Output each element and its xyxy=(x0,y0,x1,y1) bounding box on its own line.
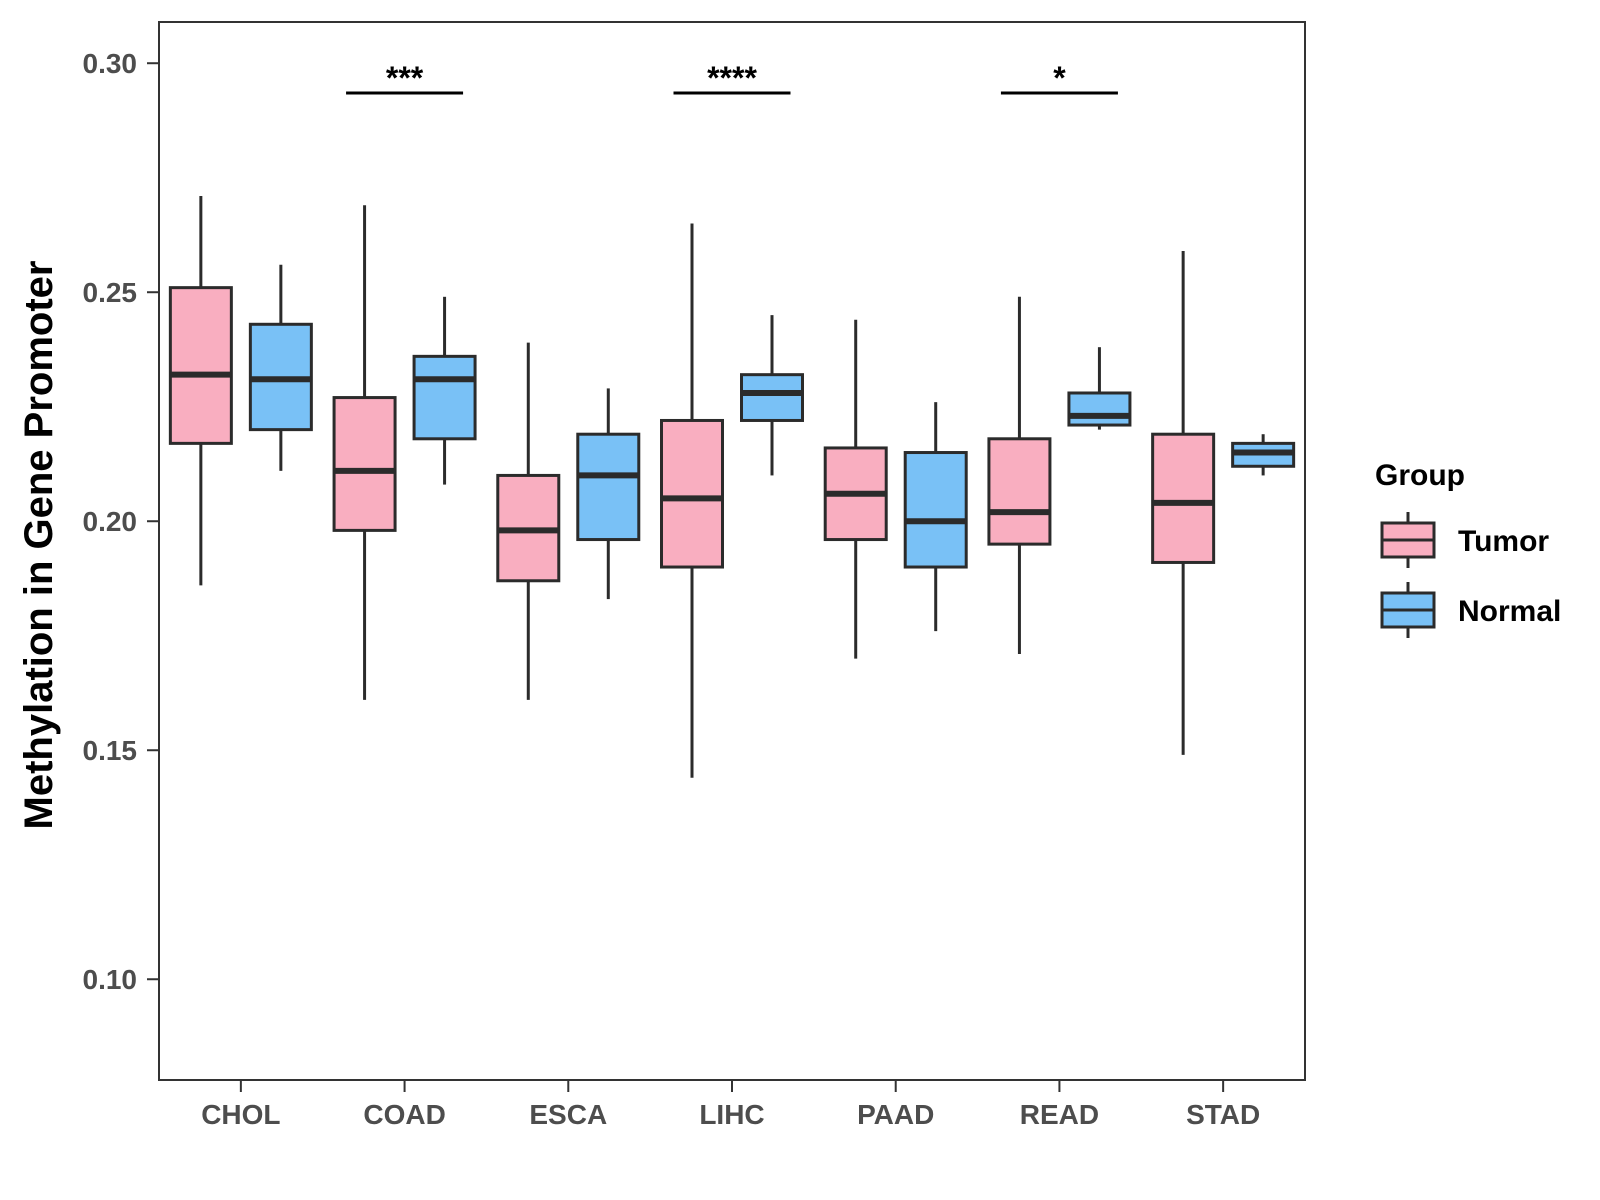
x-tick-label: LIHC xyxy=(699,1099,764,1130)
box-tumor-lihc xyxy=(660,223,724,778)
x-tick-label: ESCA xyxy=(529,1099,607,1130)
box-normal-lihc xyxy=(740,315,804,476)
box-tumor-read xyxy=(987,296,1052,655)
x-tick-label: STAD xyxy=(1186,1099,1260,1130)
box-iqr xyxy=(576,432,641,542)
x-tick-label: CHOL xyxy=(201,1099,280,1130)
y-tick-label: 0.15 xyxy=(83,735,138,766)
significance-label: * xyxy=(1053,60,1066,96)
box-normal-read xyxy=(1067,347,1132,430)
legend-label: Normal xyxy=(1458,595,1561,628)
legend-item-normal: Normal xyxy=(1380,582,1561,638)
box-iqr xyxy=(412,354,477,441)
box-normal-chol xyxy=(248,264,313,471)
box-tumor-stad xyxy=(1151,251,1216,755)
box-normal-paad xyxy=(903,402,968,632)
box-iqr xyxy=(1067,391,1132,427)
legend-item-tumor: Tumor xyxy=(1380,512,1549,568)
box-iqr xyxy=(1151,432,1216,564)
y-tick-label: 0.10 xyxy=(83,964,138,995)
box-tumor-paad xyxy=(823,319,888,659)
box-tumor-esca xyxy=(496,342,561,700)
significance-label: *** xyxy=(386,60,424,96)
y-axis-label: Methylation in Gene Promoter xyxy=(17,261,61,830)
box-normal-stad xyxy=(1231,434,1296,476)
box-iqr xyxy=(168,286,233,445)
box-iqr xyxy=(660,418,724,569)
box-iqr xyxy=(740,373,804,422)
box-normal-esca xyxy=(576,388,641,600)
plot-area: 0.10 0.15 0.20 0.25 0.30 CHOL COAD ESCA LIHC PAAD… xyxy=(83,21,1306,1130)
y-tick-label: 0.25 xyxy=(83,277,138,308)
x-tick-label: COAD xyxy=(363,1099,445,1130)
x-tick-label: PAAD xyxy=(857,1099,934,1130)
box-tumor-chol xyxy=(168,196,233,586)
box-iqr xyxy=(903,451,968,569)
legend-label: Tumor xyxy=(1458,525,1549,558)
y-tick-label: 0.30 xyxy=(83,48,138,79)
legend-title: Group xyxy=(1375,459,1465,492)
box-iqr xyxy=(332,396,397,532)
legend: Group Tumor Normal xyxy=(1375,459,1561,638)
series-tumor xyxy=(168,196,1216,778)
box-iqr xyxy=(987,437,1052,546)
box-tumor-coad xyxy=(332,205,397,700)
series-normal xyxy=(248,264,1296,632)
box-normal-coad xyxy=(412,296,477,485)
y-tick-label: 0.20 xyxy=(83,506,138,537)
x-tick-label: READ xyxy=(1020,1099,1099,1130)
significance-label: **** xyxy=(707,60,757,96)
